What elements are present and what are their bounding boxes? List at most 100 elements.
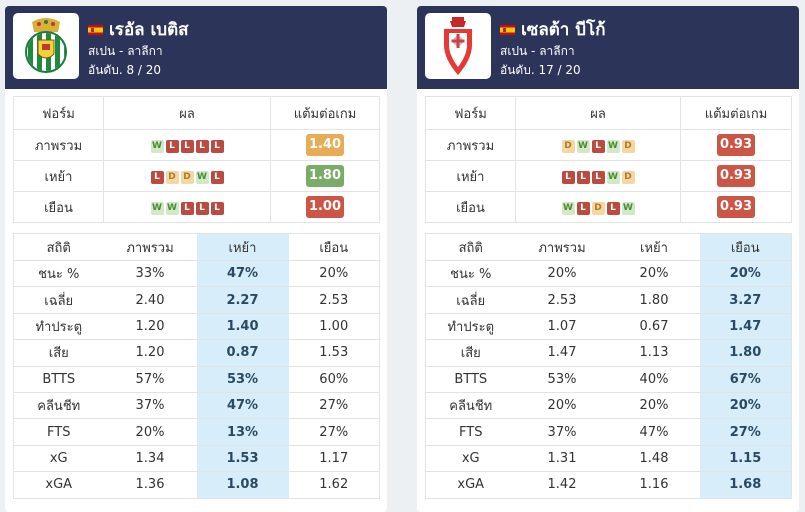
ppg-header: แต้มต่อเกม	[270, 96, 380, 130]
team-name[interactable]: เรอัล เบติส	[109, 20, 189, 40]
stat-value: 53%	[515, 365, 609, 393]
stat-value: 1.34	[103, 444, 197, 473]
stat-value: 20%	[608, 391, 700, 420]
stats-header[interactable]: ภาพรวม	[515, 233, 609, 261]
ppg-badge: 1.40	[306, 134, 344, 156]
stat-value: 53%	[196, 365, 289, 393]
stats-row: xGA 1.36 1.08 1.62	[13, 471, 380, 499]
form-result[interactable]: L	[576, 171, 590, 184]
stat-value: 20%	[288, 259, 380, 288]
form-result[interactable]: L	[195, 140, 209, 153]
stat-label: BTTS	[13, 365, 104, 393]
form-sequence: W W L L L	[150, 202, 224, 215]
form-result[interactable]: D	[621, 171, 635, 184]
form-result[interactable]: W	[195, 171, 209, 184]
form-result[interactable]: W	[606, 171, 620, 184]
stat-value: 1.13	[608, 339, 700, 367]
form-result[interactable]: L	[576, 202, 590, 215]
form-row: เหย้า L L L W D 0.93	[425, 160, 792, 192]
form-row: ภาพรวม D W L W D 0.93	[425, 129, 792, 161]
form-row-label: ภาพรวม	[13, 129, 104, 161]
stat-value: 1.20	[103, 312, 197, 341]
stats-header: สถิติ	[13, 233, 104, 261]
stat-value: 27%	[699, 418, 792, 446]
stat-value: 20%	[515, 259, 609, 288]
form-result[interactable]: W	[621, 202, 635, 215]
stat-value: 1.17	[288, 444, 380, 473]
form-result[interactable]: L	[591, 171, 605, 184]
stat-value: 1.80	[699, 339, 792, 367]
form-result[interactable]: L	[195, 202, 209, 215]
stats-header[interactable]: เหย้า	[608, 233, 700, 261]
stat-value: 0.87	[196, 339, 289, 367]
stat-value: 47%	[608, 418, 700, 446]
form-result[interactable]: L	[180, 202, 194, 215]
form-result[interactable]: L	[180, 140, 194, 153]
form-result[interactable]: W	[165, 202, 179, 215]
stat-value: 1.47	[515, 339, 609, 367]
stat-value: 1.15	[699, 444, 792, 473]
form-result[interactable]: D	[165, 171, 179, 184]
stat-label: เฉลี่ย	[425, 286, 516, 314]
stats-header[interactable]: ภาพรวม	[103, 233, 197, 261]
stats-row: xGA 1.42 1.16 1.68	[425, 471, 792, 499]
team-name[interactable]: เซลต้า บีโก้	[521, 20, 606, 40]
form-result[interactable]: D	[621, 140, 635, 153]
form-row: ภาพรวม W L L L L 1.40	[13, 129, 380, 161]
form-result[interactable]: W	[150, 202, 164, 215]
team-title-line: เรอัล เบติส	[88, 16, 189, 43]
ppg-badge: 0.93	[717, 196, 755, 218]
form-result[interactable]: W	[606, 140, 620, 153]
stat-value: 1.31	[515, 444, 609, 473]
form-result[interactable]: D	[561, 140, 575, 153]
form-result[interactable]: D	[180, 171, 194, 184]
form-result[interactable]: W	[150, 140, 164, 153]
stat-label: ทำประตู	[425, 312, 516, 341]
form-result[interactable]: L	[591, 140, 605, 153]
team-title-line: เซลต้า บีโก้	[500, 16, 606, 43]
stat-value: 1.68	[699, 471, 792, 499]
stats-row: ชนะ % 33% 47% 20%	[13, 259, 380, 288]
form-sequence: L L L W D	[561, 171, 635, 184]
form-result[interactable]: D	[591, 202, 605, 215]
form-result[interactable]: L	[606, 202, 620, 215]
stat-value: 1.20	[103, 339, 197, 367]
stat-value: 1.16	[608, 471, 700, 499]
stats-row: xG 1.34 1.53 1.17	[13, 444, 380, 473]
form-result[interactable]: L	[210, 202, 224, 215]
stats-header[interactable]: เหย้า	[196, 233, 289, 261]
stat-value: 20%	[515, 391, 609, 420]
stat-value: 2.53	[515, 286, 609, 314]
form-result[interactable]: L	[210, 171, 224, 184]
team-logo[interactable]	[13, 13, 79, 79]
form-result[interactable]: L	[150, 171, 164, 184]
form-result[interactable]: W	[576, 140, 590, 153]
form-result[interactable]: W	[561, 202, 575, 215]
form-result[interactable]: L	[165, 140, 179, 153]
ppg-badge: 0.93	[717, 134, 755, 156]
league-label: สเปน - ลาลีกา	[88, 44, 163, 58]
stats-header[interactable]: เยือน	[288, 233, 380, 261]
stat-value: 20%	[699, 391, 792, 420]
league-label: สเปน - ลาลีกา	[500, 44, 575, 58]
team-header: เรอัล เบติส สเปน - ลาลีกา อันดับ. 8 / 20	[5, 6, 387, 89]
form-row-label: เหย้า	[425, 160, 516, 192]
form-header: ฟอร์ม	[13, 96, 104, 130]
stat-value: 1.00	[288, 312, 380, 341]
team-logo[interactable]	[425, 13, 491, 79]
stat-label: xGA	[425, 471, 516, 499]
stat-value: 1.42	[515, 471, 609, 499]
stats-header[interactable]: เยือน	[699, 233, 792, 261]
stat-label: เฉลี่ย	[13, 286, 104, 314]
form-result[interactable]: L	[210, 140, 224, 153]
stat-value: 37%	[103, 391, 197, 420]
ppg-badge: 1.80	[306, 165, 344, 187]
stat-value: 1.53	[196, 444, 289, 473]
spain-flag-icon	[500, 24, 515, 35]
form-sequence: L D D W L	[150, 171, 224, 184]
ppg-header: แต้มต่อเกม	[680, 96, 792, 130]
stat-label: FTS	[13, 418, 104, 446]
stats-row: FTS 20% 13% 27%	[13, 418, 380, 446]
form-result[interactable]: L	[561, 171, 575, 184]
stat-value: 47%	[196, 391, 289, 420]
